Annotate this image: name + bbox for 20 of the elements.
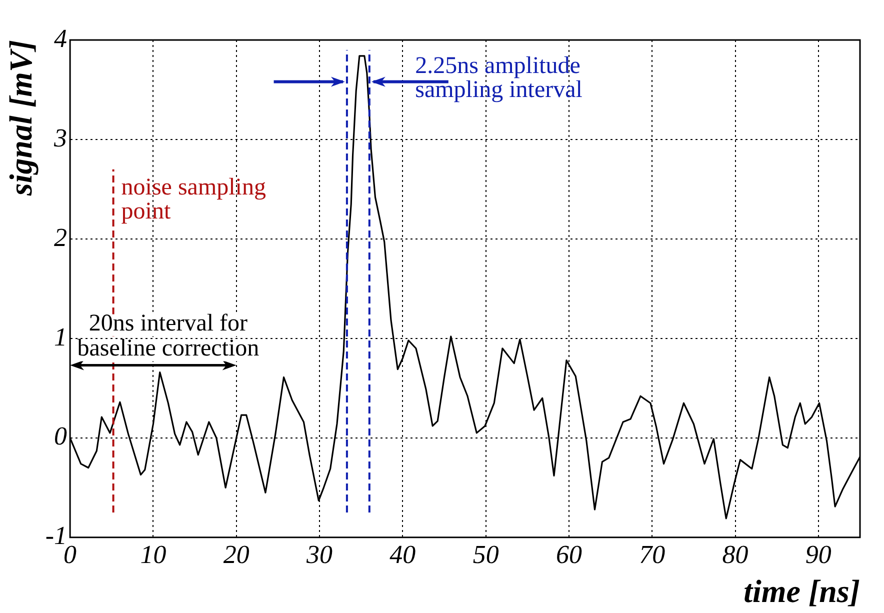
y-tick-label: 4 bbox=[54, 24, 68, 53]
x-tick-label: 20 bbox=[223, 540, 250, 569]
ref-line-label: noise sampling point bbox=[121, 174, 266, 225]
x-tick-label: 70 bbox=[639, 540, 666, 569]
annotation: 20ns interval for baseline correction bbox=[77, 310, 260, 362]
x-tick-label: 40 bbox=[390, 540, 416, 569]
y-tick-label: 0 bbox=[54, 422, 68, 451]
y-tick-label: 3 bbox=[53, 123, 68, 152]
x-tick-label: 80 bbox=[722, 540, 748, 569]
ref-line-label: 2.25ns amplitude sampling interval bbox=[415, 53, 583, 104]
x-axis-title: time [ns] bbox=[744, 573, 860, 610]
x-tick-label: 50 bbox=[472, 540, 499, 569]
y-tick-label: -1 bbox=[45, 521, 68, 550]
x-tick-label: 10 bbox=[140, 540, 166, 569]
y-tick-label: 2 bbox=[54, 222, 68, 252]
x-tick-label: 60 bbox=[556, 540, 582, 569]
y-axis-title: signal [mV] bbox=[2, 40, 38, 197]
x-tick-label: 30 bbox=[306, 540, 333, 569]
y-tick-label: 1 bbox=[54, 322, 68, 352]
x-tick-label: 90 bbox=[805, 540, 832, 569]
